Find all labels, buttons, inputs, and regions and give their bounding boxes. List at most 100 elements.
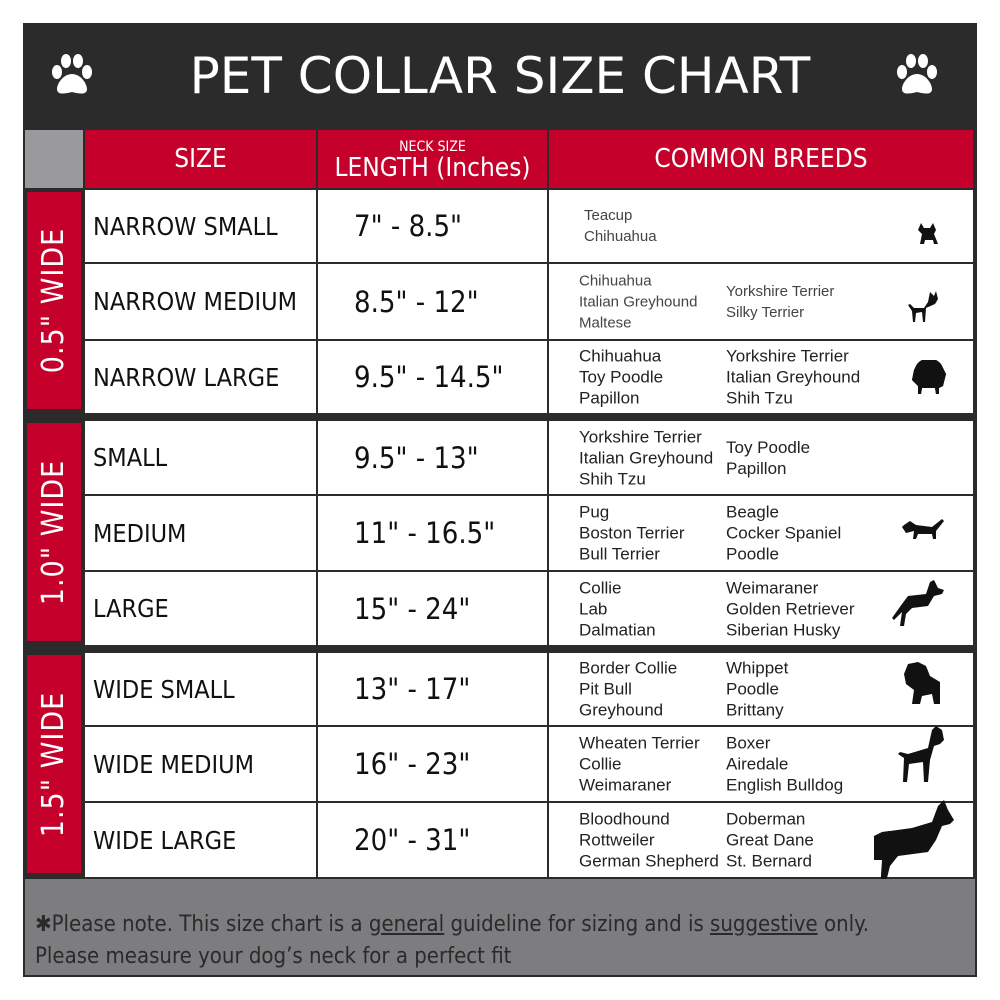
breeds-column: Yorkshire Terrier Italian Greyhound Shih T… [726, 346, 860, 409]
breed-name: Collie [579, 754, 622, 774]
pitbull-silhouette-icon [898, 726, 944, 782]
breed-name: Collie [579, 578, 622, 597]
breeds-cell: Chihuahua Toy Poodle Papillon Yorkshire Te… [549, 341, 973, 413]
breed-name: Toy Poodle [579, 367, 664, 387]
breed-name: Border Collie [579, 658, 678, 678]
breed-name: Bull Terrier [579, 544, 660, 564]
breed-name: Boston Terrier [579, 523, 685, 543]
breeds-cell: Border Collie Pit Bull Greyhound Whippet Po… [549, 653, 973, 725]
shepherd-silhouette-icon [892, 580, 944, 626]
footer-note: ✱Please note. This size chart is a gener… [25, 879, 975, 975]
header-breeds-label: COMMON BREEDS [654, 144, 868, 174]
breed-name: Bloodhound [579, 809, 670, 829]
width-group-text: 1.0" WIDE [36, 459, 72, 605]
header-size: SIZE [85, 130, 316, 188]
breed-name: Maltese [579, 314, 632, 331]
breed-name: Great Dane [726, 830, 814, 850]
breed-name: Shih Tzu [726, 388, 793, 408]
length-cell: 11" - 16.5" [318, 496, 547, 570]
paw-icon [52, 54, 92, 94]
length-value: 20" - 31" [354, 823, 471, 857]
length-cell: 9.5" - 14.5" [318, 341, 547, 413]
breed-name: Brittany [726, 700, 784, 720]
breed-name: Whippet [726, 658, 789, 678]
header-size-label: SIZE [174, 144, 227, 174]
breed-name: Chihuahua [579, 346, 662, 366]
breeds-column: Chihuahua Toy Poodle Papillon [579, 346, 663, 409]
size-cell: WIDE MEDIUM [85, 727, 316, 801]
breeds-cell: Chihuahua Italian Greyhound Maltese Yorksh… [549, 264, 973, 339]
breed-name: English Bulldog [726, 775, 844, 795]
size-name: WIDE MEDIUM [93, 749, 254, 779]
breed-name: Yorkshire Terrier [726, 346, 849, 366]
length-cell: 20" - 31" [318, 803, 547, 877]
breed-name: Airedale [726, 754, 789, 774]
length-value: 16" - 23" [354, 747, 471, 781]
length-value: 13" - 17" [354, 672, 471, 706]
breed-name: Cocker Spaniel [726, 523, 842, 543]
paw-icon [897, 54, 937, 94]
breeds-column: Toy Poodle Papillon [726, 437, 810, 479]
breed-name: St. Bernard [726, 851, 812, 871]
length-cell: 15" - 24" [318, 572, 547, 645]
breed-name: Boxer [726, 733, 771, 753]
size-cell: MEDIUM [85, 496, 316, 570]
length-value: 9.5" - 14.5" [354, 360, 504, 394]
header-breeds: COMMON BREEDS [549, 130, 973, 188]
breed-name: Yorkshire Terrier [726, 282, 835, 300]
size-name: LARGE [93, 594, 169, 623]
length-cell: 8.5" - 12" [318, 264, 547, 339]
breeds-cell: Teacup Chihuahua [549, 190, 973, 262]
breed-name: Papillon [726, 458, 787, 478]
page-title: PET COLLAR SIZE CHART [189, 46, 811, 105]
footer-text: Please note. This size chart is a [51, 912, 369, 937]
dachshund-silhouette-icon [902, 519, 944, 539]
header-neck-size-label: NECK SIZE [399, 139, 466, 155]
footer-text: guideline for sizing and is [444, 912, 711, 937]
breed-name: Wheaten Terrier [579, 733, 700, 753]
footer-underlined: general [368, 912, 445, 937]
breeds-column: Yorkshire Terrier Silky Terrier [726, 281, 834, 323]
breed-name: Pug [579, 502, 610, 522]
length-cell: 13" - 17" [318, 653, 547, 725]
breed-name: Doberman [726, 809, 806, 829]
yorkie-silhouette-icon [918, 223, 938, 244]
breed-name: Yorkshire Terrier [579, 427, 702, 446]
pomeranian-silhouette-icon [912, 360, 946, 394]
width-group-text: 0.5" WIDE [36, 227, 72, 374]
doberman-silhouette-icon [874, 800, 954, 890]
size-name: NARROW SMALL [93, 211, 278, 241]
size-cell: WIDE LARGE [85, 803, 316, 877]
header-corner [25, 130, 83, 188]
width-group-label: 0.5" WIDE [25, 190, 83, 411]
breeds-cell: Yorkshire Terrier Italian Greyhound Shih T… [549, 421, 973, 494]
size-cell: NARROW LARGE [85, 341, 316, 413]
breed-name: Weimaraner [579, 775, 672, 795]
breeds-column: Teacup Chihuahua [584, 205, 657, 247]
breed-name: Siberian Husky [726, 620, 841, 639]
size-name: WIDE LARGE [93, 825, 237, 855]
size-cell: WIDE SMALL [85, 653, 316, 725]
breeds-column: Pug Boston Terrier Bull Terrier [579, 502, 685, 565]
breed-name: Italian Greyhound [579, 293, 698, 310]
size-name: SMALL [93, 443, 168, 472]
breed-name: Poodle [726, 679, 779, 699]
breed-name: Golden Retriever [726, 599, 855, 618]
breed-name: Italian Greyhound [579, 448, 714, 467]
breed-name: Beagle [726, 502, 779, 522]
breeds-column: Chihuahua Italian Greyhound Maltese [579, 270, 697, 333]
footer-underlined: suggestive [710, 912, 818, 937]
breeds-column: Weimaraner Golden Retriever Siberian Husky [726, 577, 855, 640]
length-cell: 16" - 23" [318, 727, 547, 801]
breeds-column: Yorkshire Terrier Italian Greyhound Shih T… [579, 426, 713, 489]
breed-name: Poodle [726, 544, 779, 564]
breeds-column: Doberman Great Dane St. Bernard [726, 809, 814, 872]
breed-name: Greyhound [579, 700, 664, 720]
header-length: NECK SIZE LENGTH (Inches) [318, 130, 547, 188]
breed-name: Teacup [584, 207, 633, 224]
length-value: 7" - 8.5" [354, 209, 463, 243]
length-value: 8.5" - 12" [354, 284, 479, 319]
breeds-column: Wheaten Terrier Collie Weimaraner [579, 733, 700, 796]
width-group-label: 1.5" WIDE [25, 653, 83, 875]
breeds-cell: Wheaten Terrier Collie Weimaraner Boxer Air… [549, 727, 973, 801]
